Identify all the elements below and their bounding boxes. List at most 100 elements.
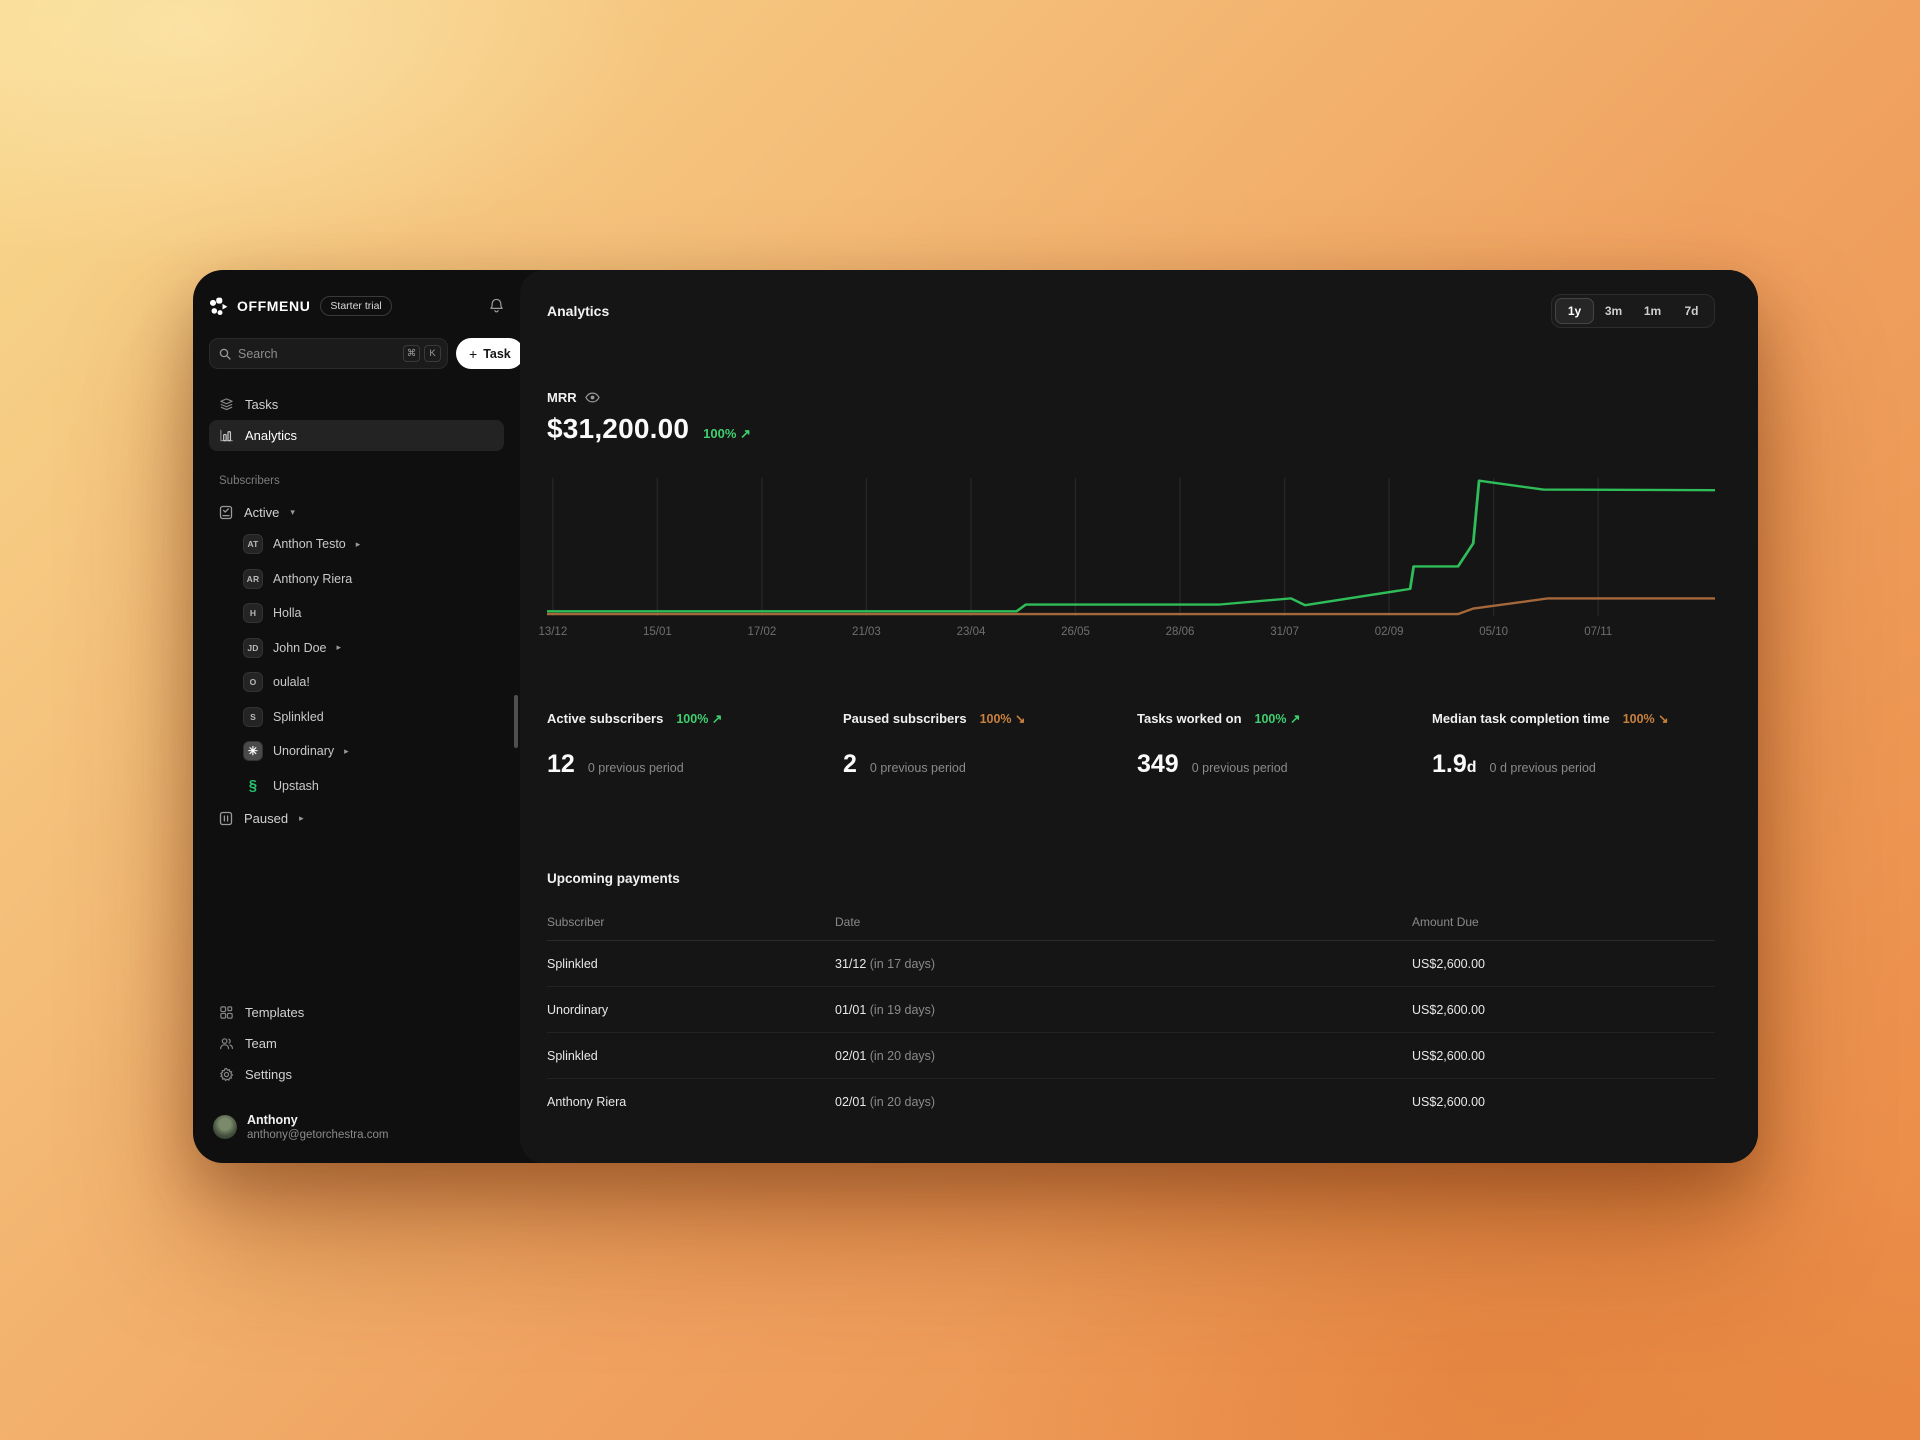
stat-change-badge: 100% ↘ xyxy=(1622,712,1669,726)
chevron-right-icon: ▸ xyxy=(336,642,342,653)
mrr-chart xyxy=(547,478,1715,616)
mrr-chart-svg xyxy=(547,478,1715,616)
templates-icon xyxy=(220,1006,233,1019)
sidebar-footer: Templates Team Settings xyxy=(209,997,504,1143)
col-date: Date xyxy=(835,915,861,929)
avatar: S xyxy=(243,706,263,727)
subscriber-upstash[interactable]: § Upstash xyxy=(237,769,504,804)
stat-change-badge: 100% ↗ xyxy=(676,712,723,726)
active-book-icon xyxy=(219,505,233,519)
subscriber-unordinary[interactable]: ✳ Unordinary ▸ xyxy=(237,734,504,769)
chart-tick-label: 26/05 xyxy=(1061,626,1090,638)
chart-line-previous xyxy=(547,597,1715,616)
trend-down-arrow-icon: ↘ xyxy=(1015,712,1026,726)
stat-previous-period: 0 previous period xyxy=(1191,761,1288,775)
payment-row[interactable]: Unordinary 01/01 (in 19 days) US$2,600.0… xyxy=(547,987,1715,1033)
bar-chart-icon xyxy=(220,429,233,442)
eye-icon[interactable] xyxy=(584,392,600,403)
sidebar-item-templates[interactable]: Templates xyxy=(209,997,504,1028)
payment-row[interactable]: Splinkled 02/01 (in 20 days) US$2,600.00 xyxy=(547,1033,1715,1079)
stat-change-badge: 100% ↗ xyxy=(1254,712,1301,726)
asterisk-avatar-icon: ✳ xyxy=(243,741,263,762)
range-option-1m[interactable]: 1m xyxy=(1633,298,1672,324)
app-name: OFFMENU xyxy=(237,298,311,314)
subscriber-anthon-testo[interactable]: AT Anthon Testo ▸ xyxy=(237,527,504,562)
payment-date: 01/01 (in 19 days) xyxy=(835,1002,936,1017)
stat-value: 12 xyxy=(547,750,575,778)
range-option-3m[interactable]: 3m xyxy=(1594,298,1633,324)
payment-row[interactable]: Splinkled 31/12 (in 17 days) US$2,600.00 xyxy=(547,941,1715,987)
avatar: H xyxy=(243,603,263,624)
stat-value: 1.9d xyxy=(1432,750,1477,778)
search-icon xyxy=(219,348,231,360)
range-option-1y[interactable]: 1y xyxy=(1555,298,1594,324)
add-task-button[interactable]: + Task xyxy=(456,338,524,369)
stat-value: 2 xyxy=(843,750,857,778)
subscriber-anthony-riera[interactable]: AR Anthony Riera xyxy=(237,562,504,597)
plus-icon: + xyxy=(469,345,478,362)
chart-line-current xyxy=(547,479,1715,613)
sidebar-scrollbar[interactable] xyxy=(514,695,518,748)
cmd-keycap: ⌘ xyxy=(403,345,420,362)
trend-up-arrow-icon: ↗ xyxy=(740,426,751,441)
trend-up-arrow-icon: ↗ xyxy=(1289,712,1301,726)
user-profile[interactable]: Anthony anthony@getorchestra.com xyxy=(209,1112,504,1143)
chart-tick-label: 23/04 xyxy=(956,626,986,638)
user-email: anthony@getorchestra.com xyxy=(247,1129,389,1142)
mrr-label: MRR xyxy=(547,390,577,405)
pause-icon xyxy=(219,811,233,825)
payments-table-header: Subscriber Date Amount Due xyxy=(547,904,1715,940)
trend-down-arrow-icon: ↘ xyxy=(1658,712,1669,726)
trend-up-arrow-icon: ↗ xyxy=(711,712,723,726)
active-subscribers-group[interactable]: Active ▾ xyxy=(209,497,504,527)
sidebar-item-settings[interactable]: Settings xyxy=(209,1059,504,1090)
chart-tick-label: 28/06 xyxy=(1165,626,1195,638)
chart-tick-label: 21/03 xyxy=(852,626,881,638)
stat-previous-period: 0 previous period xyxy=(869,761,966,775)
subscriber-oulala[interactable]: O oulala! xyxy=(237,665,504,700)
payment-amount: US$2,600.00 xyxy=(1412,956,1485,971)
payments-table: Subscriber Date Amount Due Splinkled 31/… xyxy=(547,904,1715,1125)
avatar: AR xyxy=(243,568,263,589)
stat-value: 349 xyxy=(1137,750,1179,778)
avatar: JD xyxy=(243,637,263,658)
stat-paused-subscribers: Paused subscribers 100% ↘ 2 0 previous p… xyxy=(843,711,1026,778)
layers-icon xyxy=(220,398,233,411)
subscriber-splinkled[interactable]: S Splinkled xyxy=(237,700,504,735)
stat-change-badge: 100% ↘ xyxy=(979,712,1026,726)
upcoming-payments-section: Upcoming payments Subscriber Date Amount… xyxy=(547,871,1715,1125)
sidebar: OFFMENU Starter trial ⌘ K + Task xyxy=(193,270,524,1163)
sidebar-header: OFFMENU Starter trial xyxy=(209,296,504,316)
payment-amount: US$2,600.00 xyxy=(1412,1048,1485,1063)
sidebar-item-tasks[interactable]: Tasks xyxy=(209,389,504,420)
payment-row[interactable]: Anthony Riera 02/01 (in 20 days) US$2,60… xyxy=(547,1079,1715,1125)
chevron-right-icon: ▸ xyxy=(299,812,304,823)
chart-tick-label: 02/09 xyxy=(1374,626,1404,638)
stat-previous-period: 0 previous period xyxy=(587,761,684,775)
payment-subscriber: Anthony Riera xyxy=(547,1095,627,1109)
search-field[interactable] xyxy=(238,346,399,361)
search-input[interactable]: ⌘ K xyxy=(209,338,448,369)
sidebar-item-team[interactable]: Team xyxy=(209,1028,504,1059)
payment-subscriber: Unordinary xyxy=(547,1002,609,1017)
chevron-right-icon: ▸ xyxy=(344,745,349,756)
time-range-control: 1y 3m 1m 7d xyxy=(1551,294,1715,328)
chevron-right-icon: ▸ xyxy=(355,538,361,549)
app-window: OFFMENU Starter trial ⌘ K + Task xyxy=(193,270,1758,1163)
notifications-bell-icon[interactable] xyxy=(489,298,504,314)
avatar: O xyxy=(243,672,263,693)
chevron-down-icon: ▾ xyxy=(290,506,295,517)
payment-date: 02/01 (in 20 days) xyxy=(835,1048,936,1063)
payment-date: 02/01 (in 20 days) xyxy=(835,1095,936,1109)
mrr-change-badge: 100% ↗ xyxy=(703,426,751,441)
k-keycap: K xyxy=(424,345,441,362)
chart-tick-label: 15/01 xyxy=(642,626,672,638)
paused-subscribers-group[interactable]: Paused ▸ xyxy=(209,803,504,833)
chart-tick-label: 31/07 xyxy=(1270,626,1299,638)
subscriber-john-doe[interactable]: JD John Doe ▸ xyxy=(237,631,504,666)
range-option-7d[interactable]: 7d xyxy=(1672,298,1711,324)
kpi-stats-row: Active subscribers 100% ↗ 12 0 previous … xyxy=(547,711,1715,821)
sidebar-item-analytics[interactable]: Analytics xyxy=(209,420,504,451)
subscriber-holla[interactable]: H Holla xyxy=(237,596,504,631)
chart-x-axis: 13/12 15/01 17/02 21/03 23/04 26/05 28/06 31/07… xyxy=(538,626,1715,648)
